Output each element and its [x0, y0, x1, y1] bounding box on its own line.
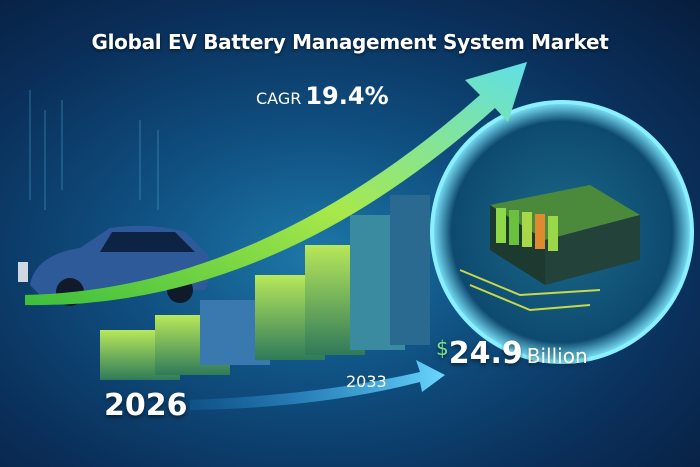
market-amount: 24.9: [448, 336, 523, 371]
cagr-value: 19.4%: [305, 82, 389, 110]
start-year: 2026: [104, 388, 188, 423]
timeline-arrow: [190, 360, 445, 410]
page-title: Global EV Battery Management System Mark…: [91, 30, 609, 54]
bms-module-icon: [459, 185, 640, 312]
cagr-label: CAGR 19.4%: [256, 82, 389, 110]
currency-symbol: $: [436, 336, 449, 360]
end-year: 2033: [346, 372, 387, 391]
growth-arrow: [25, 62, 527, 306]
market-unit: Billion: [526, 344, 588, 368]
battery-stacks: [100, 195, 430, 380]
market-value: $24.9 Billion: [436, 336, 588, 371]
cagr-text: CAGR: [256, 89, 302, 108]
background-candles: [29, 90, 159, 210]
